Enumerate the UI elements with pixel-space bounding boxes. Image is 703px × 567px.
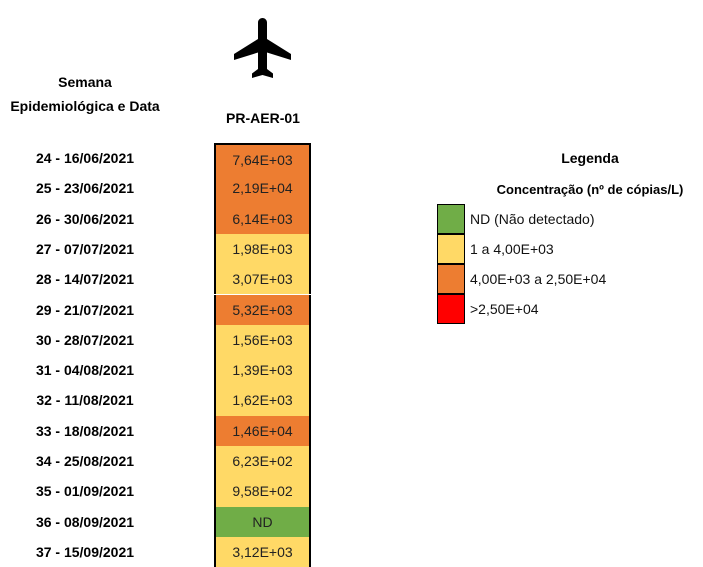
- week-label: 25 - 23/06/2021: [35, 180, 135, 197]
- legend-swatch: [437, 204, 465, 234]
- week-label: 37 - 15/09/2021: [35, 543, 135, 560]
- value-cell: 6,14E+03: [214, 203, 311, 234]
- value-cell: 1,62E+03: [214, 385, 311, 416]
- legend-title: Legenda: [561, 150, 619, 166]
- week-label: 28 - 14/07/2021: [35, 271, 135, 288]
- value-cell: 1,56E+03: [214, 324, 311, 356]
- week-label: 35 - 01/09/2021: [35, 483, 135, 500]
- row-header: Semana Epidemiológica e Data: [10, 74, 160, 114]
- week-label: 33 - 18/08/2021: [35, 422, 135, 439]
- value-cell: 7,64E+03: [214, 143, 311, 174]
- week-label: 29 - 21/07/2021: [35, 301, 135, 318]
- week-label: 36 - 08/09/2021: [35, 513, 135, 530]
- week-label: 26 - 30/06/2021: [35, 210, 135, 227]
- week-label: 24 - 16/06/2021: [35, 150, 135, 166]
- legend-label: ND (Não detectado): [470, 211, 595, 227]
- value-cell: 3,12E+03: [214, 536, 311, 567]
- column-header: PR-AER-01: [226, 110, 300, 126]
- week-label: 34 - 25/08/2021: [35, 453, 135, 469]
- value-cell: 6,23E+02: [214, 446, 311, 477]
- value-cell: 2,19E+04: [214, 173, 311, 204]
- legend-swatch: [437, 264, 465, 294]
- airplane-icon: [234, 18, 291, 78]
- value-cell: 1,98E+03: [214, 233, 311, 265]
- value-cell: 5,32E+03: [214, 294, 311, 325]
- week-label: 27 - 07/07/2021: [35, 240, 135, 257]
- value-cell: 1,39E+03: [214, 355, 311, 386]
- value-cell: 3,07E+03: [214, 264, 311, 295]
- legend-label: >2,50E+04: [470, 301, 539, 317]
- legend-subtitle: Concentração (nº de cópias/L): [496, 182, 684, 197]
- value-cell: 9,58E+02: [214, 476, 311, 507]
- legend-swatch: [437, 294, 465, 324]
- value-cell: 1,46E+04: [214, 415, 311, 446]
- legend-label: 4,00E+03 a 2,50E+04: [470, 271, 607, 287]
- week-label: 31 - 04/08/2021: [35, 362, 135, 379]
- legend-swatch: [437, 234, 465, 264]
- week-label: 30 - 28/07/2021: [35, 331, 135, 348]
- value-cell: ND: [214, 506, 311, 537]
- week-label: 32 - 11/08/2021: [36, 392, 134, 409]
- legend-label: 1 a 4,00E+03: [470, 241, 554, 257]
